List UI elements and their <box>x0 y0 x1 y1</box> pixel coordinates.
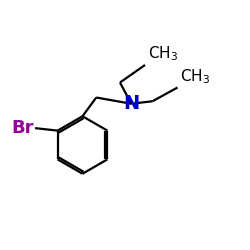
Text: CH$_3$: CH$_3$ <box>148 44 178 63</box>
Text: Br: Br <box>11 119 34 137</box>
Text: N: N <box>123 94 140 113</box>
Text: CH$_3$: CH$_3$ <box>180 68 210 86</box>
